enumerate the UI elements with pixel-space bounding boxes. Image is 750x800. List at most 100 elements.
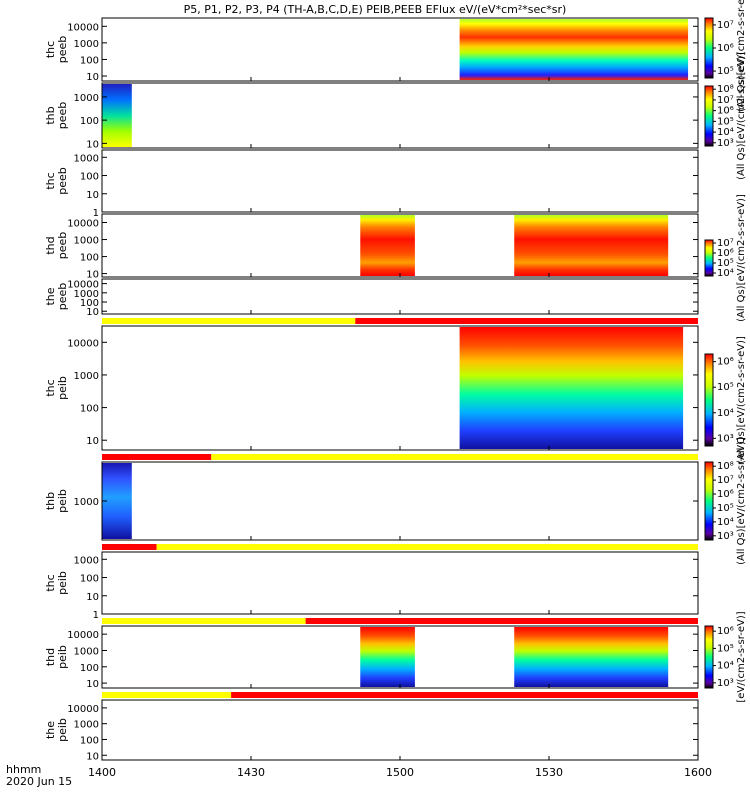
y-tick-label: 10 bbox=[86, 679, 99, 690]
y-tick-label: 1000 bbox=[74, 371, 99, 382]
flag-bar bbox=[102, 544, 699, 550]
colorbar-label: (All Qs)[eV/(cm2-s-sr-eV)] bbox=[736, 336, 747, 464]
date-label: 2020 Jun 15 bbox=[6, 775, 72, 788]
colorbar-gradient bbox=[704, 17, 714, 79]
colorbar-gradient bbox=[704, 85, 714, 147]
x-tick-label: 1430 bbox=[237, 766, 265, 779]
y-tick-label: 1 bbox=[93, 208, 99, 219]
probe-name: thc bbox=[44, 41, 57, 58]
x-axis-label-left: hhmm bbox=[6, 763, 41, 776]
instrument-name: peeb bbox=[56, 232, 69, 260]
spectrogram-block bbox=[360, 627, 415, 687]
colorbar-label: (All Qs)[eV/(cm2-s-sr-eV)] bbox=[736, 437, 747, 565]
panel-thc-peeb: 1 10 100 1000 thcpeeb bbox=[44, 149, 699, 219]
spectrogram-block bbox=[360, 215, 415, 276]
colorbar-tick-label: 10³ bbox=[717, 138, 734, 149]
flag-segment-red bbox=[305, 618, 698, 624]
y-tick-label: 10000 bbox=[67, 630, 99, 641]
y-axis-label: thbpeib bbox=[44, 489, 69, 513]
spectrogram-block bbox=[514, 215, 669, 276]
spectrogram-block bbox=[514, 627, 669, 687]
colorbar-tick-label: 10⁵ bbox=[717, 643, 734, 654]
spectrogram-block bbox=[459, 327, 684, 449]
colorbar-tick-label: 10⁶ bbox=[717, 106, 734, 117]
y-axis-label: thepeeb bbox=[44, 283, 69, 311]
x-tick-label: 1500 bbox=[386, 766, 414, 779]
panel-thb-peib: 1000 thbpeib 10³ 10⁴ 10⁵ 10⁶ 10⁷ 10⁸ (All Qs)[eV… bbox=[44, 437, 747, 565]
y-tick-label: 100 bbox=[80, 298, 99, 309]
panel-frame bbox=[101, 325, 699, 451]
colorbar-tick-label: 10⁶ bbox=[717, 489, 734, 500]
y-axis-label: thepeib bbox=[44, 718, 69, 742]
colorbar: 10⁵ 10⁶ 10⁷ (All Qs)[eV/(cm2-s-sr-eV)] bbox=[704, 0, 747, 112]
y-tick-label: 10 bbox=[86, 270, 99, 281]
probe-name: thb bbox=[44, 492, 57, 510]
y-tick-label: 100 bbox=[80, 172, 99, 183]
panel-thc-peib: 10 100 1000 10000 thcpeib 10³ 10⁴ 10⁵ 10⁶ (All Qs… bbox=[44, 325, 747, 464]
probe-name: thd bbox=[44, 236, 57, 254]
instrument-name: peib bbox=[56, 376, 69, 400]
y-tick-label: 10000 bbox=[67, 219, 99, 230]
y-tick-label: 1000 bbox=[74, 646, 99, 657]
y-tick-label: 1000 bbox=[74, 720, 99, 731]
probe-name: thc bbox=[44, 574, 57, 591]
flag-segment-red bbox=[102, 454, 212, 460]
y-tick-label: 100 bbox=[80, 55, 99, 66]
panel-background bbox=[102, 462, 698, 540]
colorbar-tick-label: 10⁴ bbox=[717, 661, 734, 672]
y-axis-label: thcpeeb bbox=[44, 167, 69, 195]
y-tick-label: 10 bbox=[86, 751, 99, 762]
colorbar-tick-label: 10⁴ bbox=[717, 127, 734, 138]
spectrogram-block bbox=[102, 84, 132, 147]
y-tick-label: 1000 bbox=[74, 93, 99, 104]
colorbar-tick-label: 10⁶ bbox=[717, 626, 734, 637]
colorbar-tick-label: 10⁵ bbox=[717, 382, 734, 393]
colorbar-tick-label: 10⁴ bbox=[717, 268, 734, 279]
colorbar-tick-label: 10⁵ bbox=[717, 66, 734, 77]
colorbar-label: (All Qs)[eV/(cm2-s-sr-eV)] bbox=[736, 0, 747, 112]
panel-background bbox=[102, 83, 698, 148]
colorbar-label: (All Qs)[eV/(cm2-s-sr-eV)] bbox=[736, 52, 747, 180]
flag-segment-red bbox=[355, 318, 698, 324]
instrument-name: peib bbox=[56, 571, 69, 595]
y-tick-label: 1000 bbox=[74, 497, 99, 508]
flag-bar bbox=[102, 618, 698, 624]
y-tick-label: 1 bbox=[93, 610, 99, 621]
x-axis: hhmm 2020 Jun 15 1400 1430 1500 1530 160… bbox=[6, 763, 712, 788]
instrument-name: peib bbox=[56, 489, 69, 513]
colorbar-tick-label: 10⁷ bbox=[717, 20, 734, 31]
colorbar-tick-label: 10⁸ bbox=[717, 461, 734, 472]
colorbar-label: (All Qs)[eV/(cm2-s-sr-eV)] bbox=[736, 194, 747, 322]
instrument-name: peeb bbox=[56, 283, 69, 311]
flag-bar bbox=[102, 692, 698, 698]
y-tick-label: 1000 bbox=[74, 555, 99, 566]
panel-frame bbox=[101, 699, 699, 761]
flag-segment-yellow bbox=[156, 544, 699, 550]
colorbar-tick-label: 10⁸ bbox=[717, 84, 734, 95]
panel-frame bbox=[101, 551, 699, 615]
y-tick-label: 10 bbox=[86, 307, 99, 318]
figure-title: P5, P1, P2, P3, P4 (TH-A,B,C,D,E) PEIB,P… bbox=[184, 3, 567, 16]
y-tick-label: 10000 bbox=[67, 280, 99, 291]
y-tick-label: 1000 bbox=[74, 39, 99, 50]
panel-frame bbox=[101, 149, 699, 213]
panel-thc-peeb: 10 100 1000 10000 thcpeeb 10⁵ 10⁶ 10⁷ (All Qs)[e… bbox=[44, 0, 747, 112]
probe-name: thc bbox=[44, 379, 57, 396]
y-axis-label: thdpeeb bbox=[44, 232, 69, 260]
panel-background bbox=[102, 150, 698, 212]
colorbar-tick-label: 10⁶ bbox=[717, 43, 734, 54]
colorbar-tick-label: 10⁷ bbox=[717, 475, 734, 486]
colorbar-tick-label: 10⁴ bbox=[717, 408, 734, 419]
panel-frame bbox=[101, 625, 699, 689]
y-tick-label: 1000 bbox=[74, 236, 99, 247]
colorbar-tick-label: 10⁷ bbox=[717, 95, 734, 106]
y-axis-label: thdpeib bbox=[44, 645, 69, 669]
y-tick-label: 10000 bbox=[67, 704, 99, 715]
panel-thd-peib: 10 100 1000 10000 thdpeib 10³ 10⁴ 10⁵ 10⁶ [eV/(cm… bbox=[44, 611, 747, 702]
y-tick-label: 10000 bbox=[67, 22, 99, 33]
